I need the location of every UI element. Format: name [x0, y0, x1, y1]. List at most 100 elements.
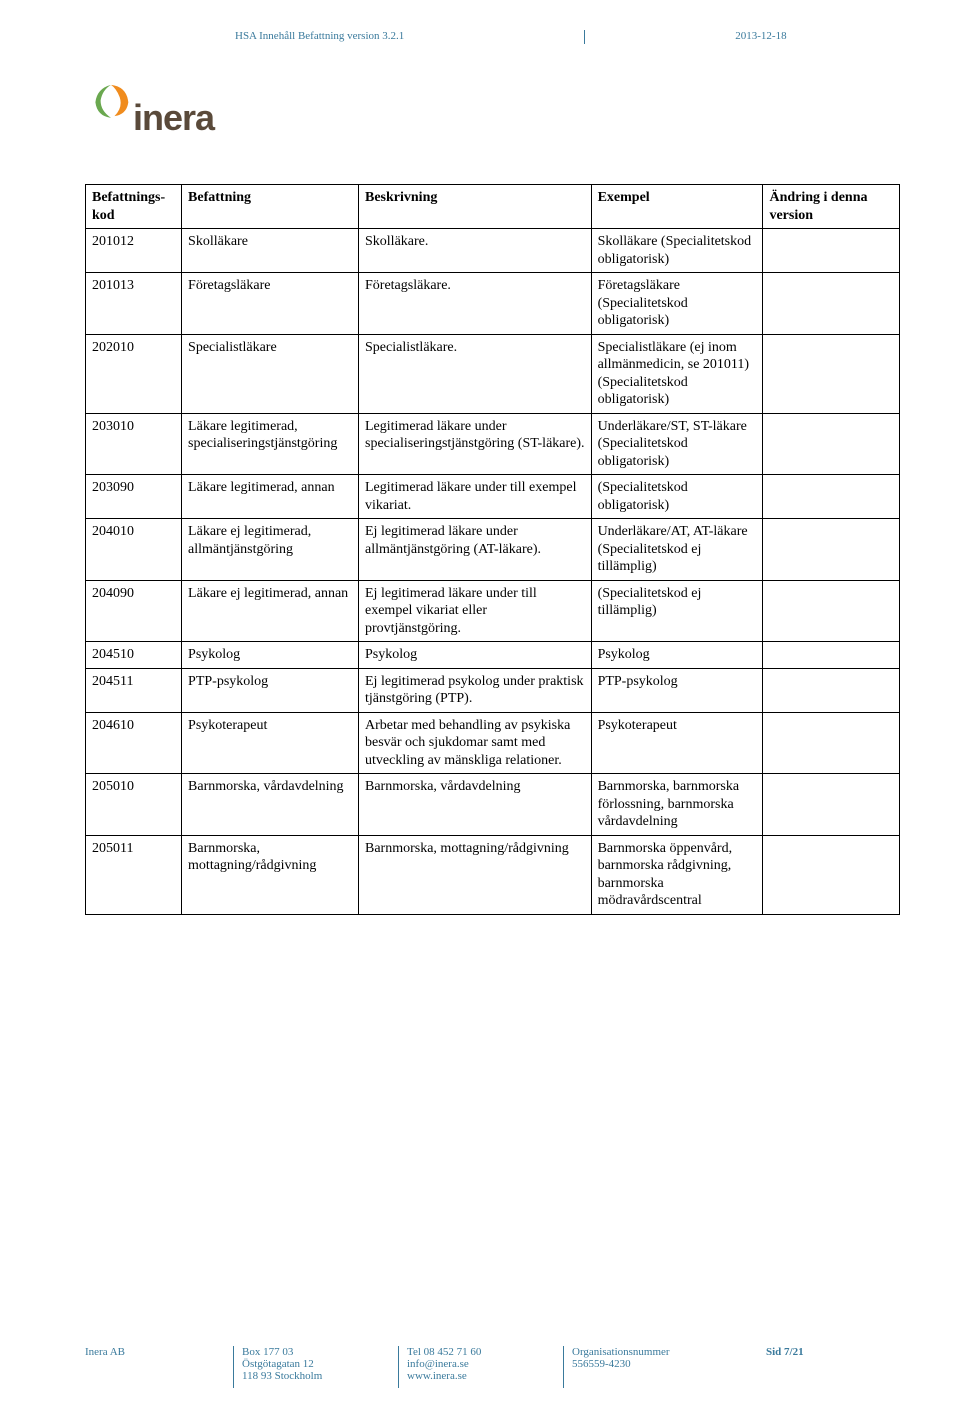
cell-andr: [763, 712, 900, 774]
table-header-row: Befattnings-kod Befattning Beskrivning E…: [86, 185, 900, 229]
table-row: 205011Barnmorska, mottagning/rådgivningB…: [86, 835, 900, 914]
th-andring: Ändring i denna version: [763, 185, 900, 229]
table-row: 204010Läkare ej legitimerad, allmäntjäns…: [86, 519, 900, 581]
cell-ex: Psykoterapeut: [591, 712, 763, 774]
cell-kod: 205011: [86, 835, 182, 914]
th-beskrivning: Beskrivning: [359, 185, 592, 229]
cell-kod: 201013: [86, 273, 182, 335]
cell-bef: Psykoterapeut: [182, 712, 359, 774]
logo: inera: [85, 69, 900, 139]
cell-andr: [763, 273, 900, 335]
cell-kod: 204610: [86, 712, 182, 774]
footer-email: info@inera.se: [407, 1358, 543, 1370]
cell-ex: Barnmorska öppenvård, barnmorska rådgivn…: [591, 835, 763, 914]
footer-page: Sid 7/21: [758, 1346, 900, 1388]
cell-ex: (Specialitetskod ej tillämplig): [591, 580, 763, 642]
cell-bef: Psykolog: [182, 642, 359, 669]
cell-bef: Läkare ej legitimerad, annan: [182, 580, 359, 642]
cell-besk: Arbetar med behandling av psykiska besvä…: [359, 712, 592, 774]
cell-bef: Skolläkare: [182, 229, 359, 273]
page-header: HSA Innehåll Befattning version 3.2.1 20…: [235, 30, 900, 44]
cell-kod: 205010: [86, 774, 182, 836]
cell-ex: Underläkare/AT, AT-läkare (Specialitetsk…: [591, 519, 763, 581]
cell-kod: 203010: [86, 413, 182, 475]
cell-andr: [763, 580, 900, 642]
table-row: 201013FöretagsläkareFöretagsläkare.Föret…: [86, 273, 900, 335]
footer-web: www.inera.se: [407, 1370, 543, 1382]
cell-besk: Psykolog: [359, 642, 592, 669]
footer-org-number: 556559-4230: [572, 1358, 738, 1370]
cell-besk: Barnmorska, mottagning/rådgivning: [359, 835, 592, 914]
footer-org: Organisationsnummer 556559-4230: [563, 1346, 758, 1388]
footer-address-line: Box 177 03: [242, 1346, 378, 1358]
footer-contact: Tel 08 452 71 60 info@inera.se www.inera…: [398, 1346, 563, 1388]
cell-bef: Läkare ej legitimerad, allmäntjänstgörin…: [182, 519, 359, 581]
cell-besk: Legitimerad läkare under till exempel vi…: [359, 475, 592, 519]
cell-bef: PTP-psykolog: [182, 668, 359, 712]
cell-andr: [763, 229, 900, 273]
header-date: 2013-12-18: [735, 30, 786, 42]
cell-andr: [763, 835, 900, 914]
cell-ex: PTP-psykolog: [591, 668, 763, 712]
cell-andr: [763, 774, 900, 836]
table-row: 205010Barnmorska, vårdavdelningBarnmorsk…: [86, 774, 900, 836]
table-body: 201012SkolläkareSkolläkare.Skolläkare (S…: [86, 229, 900, 915]
cell-besk: Specialistläkare.: [359, 334, 592, 413]
page-footer: Inera AB Box 177 03 Östgötagatan 12 118 …: [85, 1346, 900, 1388]
table-row: 203090Läkare legitimerad, annanLegitimer…: [86, 475, 900, 519]
cell-besk: Legitimerad läkare under specialiserings…: [359, 413, 592, 475]
cell-besk: Ej legitimerad läkare under allmäntjänst…: [359, 519, 592, 581]
cell-kod: 204510: [86, 642, 182, 669]
cell-andr: [763, 668, 900, 712]
header-title: HSA Innehåll Befattning version 3.2.1: [235, 30, 404, 42]
cell-bef: Specialistläkare: [182, 334, 359, 413]
cell-andr: [763, 413, 900, 475]
table-row: 204610PsykoterapeutArbetar med behandlin…: [86, 712, 900, 774]
footer-page-number: Sid 7/21: [766, 1346, 880, 1358]
footer-address: Box 177 03 Östgötagatan 12 118 93 Stockh…: [233, 1346, 398, 1388]
cell-kod: 201012: [86, 229, 182, 273]
table-row: 201012SkolläkareSkolläkare.Skolläkare (S…: [86, 229, 900, 273]
cell-besk: Företagsläkare.: [359, 273, 592, 335]
cell-bef: Barnmorska, mottagning/rådgivning: [182, 835, 359, 914]
cell-bef: Läkare legitimerad, specialiseringstjäns…: [182, 413, 359, 475]
cell-bef: Barnmorska, vårdavdelning: [182, 774, 359, 836]
cell-besk: Ej legitimerad psykolog under praktisk t…: [359, 668, 592, 712]
footer-address-line: 118 93 Stockholm: [242, 1370, 378, 1382]
cell-besk: Barnmorska, vårdavdelning: [359, 774, 592, 836]
table-row: 204511PTP-psykologEj legitimerad psykolo…: [86, 668, 900, 712]
cell-besk: Skolläkare.: [359, 229, 592, 273]
cell-kod: 204511: [86, 668, 182, 712]
footer-address-line: Östgötagatan 12: [242, 1358, 378, 1370]
cell-besk: Ej legitimerad läkare under till exempel…: [359, 580, 592, 642]
cell-ex: Specialistläkare (ej inom allmänmedicin,…: [591, 334, 763, 413]
document-page: HSA Innehåll Befattning version 3.2.1 20…: [0, 0, 960, 1428]
content-table: Befattnings-kod Befattning Beskrivning E…: [85, 184, 900, 915]
cell-ex: Psykolog: [591, 642, 763, 669]
cell-andr: [763, 642, 900, 669]
cell-ex: Underläkare/ST, ST-läkare (Specialitetsk…: [591, 413, 763, 475]
footer-phone: Tel 08 452 71 60: [407, 1346, 543, 1358]
cell-bef: Läkare legitimerad, annan: [182, 475, 359, 519]
table-row: 204090Läkare ej legitimerad, annanEj leg…: [86, 580, 900, 642]
cell-ex: Skolläkare (Specialitetskod obligatorisk…: [591, 229, 763, 273]
cell-bef: Företagsläkare: [182, 273, 359, 335]
cell-kod: 202010: [86, 334, 182, 413]
cell-kod: 203090: [86, 475, 182, 519]
logo-mark-icon: [85, 78, 137, 130]
cell-kod: 204090: [86, 580, 182, 642]
cell-andr: [763, 475, 900, 519]
cell-ex: Barnmorska, barnmorska förlossning, barn…: [591, 774, 763, 836]
table-row: 202010SpecialistläkareSpecialistläkare.S…: [86, 334, 900, 413]
th-befattning: Befattning: [182, 185, 359, 229]
footer-company-name: Inera AB: [85, 1346, 213, 1358]
cell-kod: 204010: [86, 519, 182, 581]
logo-text: inera: [133, 97, 214, 139]
footer-company: Inera AB: [85, 1346, 233, 1388]
th-kod: Befattnings-kod: [86, 185, 182, 229]
cell-ex: Företagsläkare (Specialitetskod obligato…: [591, 273, 763, 335]
cell-andr: [763, 519, 900, 581]
cell-andr: [763, 334, 900, 413]
th-exempel: Exempel: [591, 185, 763, 229]
header-divider: [584, 30, 585, 44]
